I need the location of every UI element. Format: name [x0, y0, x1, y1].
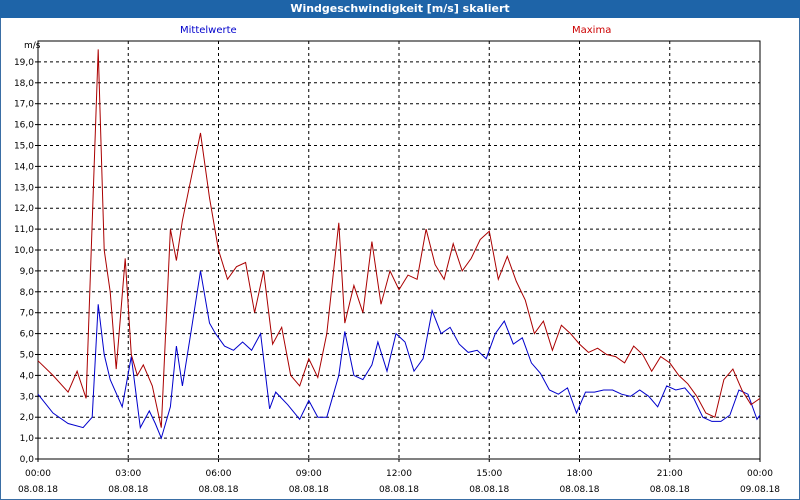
y-tick-label: 5,0	[20, 351, 35, 361]
x-tick-time: 21:00	[657, 469, 683, 479]
x-tick-time: 06:00	[206, 469, 232, 479]
y-tick-label: 15,0	[14, 142, 34, 152]
y-tick-label: 2,0	[20, 413, 35, 423]
y-tick-label: 8,0	[20, 288, 35, 298]
x-tick-date: 08.08.18	[379, 485, 419, 495]
y-tick-label: 7,0	[20, 309, 35, 319]
x-tick-date: 08.08.18	[108, 485, 148, 495]
x-tick-date: 08.08.18	[198, 485, 238, 495]
x-tick-time: 00:00	[747, 469, 773, 479]
y-tick-label: 17,0	[14, 100, 34, 110]
legend-maxima: Maxima	[572, 25, 612, 36]
x-tick-date: 09.08.18	[740, 485, 780, 495]
y-tick-label: 14,0	[14, 162, 34, 172]
x-tick-time: 12:00	[386, 469, 412, 479]
y-tick-label: 18,0	[14, 79, 34, 89]
y-tick-label: 4,0	[20, 371, 35, 381]
x-tick-time: 03:00	[115, 469, 141, 479]
grid	[38, 41, 760, 459]
x-tick-date: 08.08.18	[18, 485, 58, 495]
x-tick-date: 08.08.18	[650, 485, 690, 495]
y-tick-label: 16,0	[14, 121, 34, 131]
x-tick-time: 15:00	[476, 469, 502, 479]
x-tick-time: 09:00	[296, 469, 322, 479]
chart-title: Windgeschwindigkeit [m/s] skaliert	[0, 0, 800, 18]
y-tick-label: 9,0	[20, 267, 35, 277]
y-tick-label: 11,0	[14, 225, 34, 235]
x-tick-time: 18:00	[567, 469, 593, 479]
y-tick-label: 13,0	[14, 183, 34, 193]
y-tick-label: 1,0	[20, 434, 35, 444]
y-tick-label: 10,0	[14, 246, 34, 256]
y-tick-label: 0,0	[20, 455, 35, 465]
x-tick-date: 08.08.18	[289, 485, 329, 495]
series-mittelwerte-line	[37, 270, 761, 440]
legend-mittelwerte: Mittelwerte	[180, 25, 237, 36]
x-axis-ticks: 00:00 08.08.18 03:00 08.08.18 06:00 08.08.18 0…	[18, 459, 780, 495]
y-tick-label: 12,0	[14, 204, 34, 214]
y-tick-label: 3,0	[20, 392, 35, 402]
y-tick-label: 19,0	[14, 58, 34, 68]
x-tick-date: 08.08.18	[469, 485, 509, 495]
y-tick-label: 6,0	[20, 330, 35, 340]
series-lines	[37, 49, 761, 440]
series-maxima-line	[37, 49, 761, 428]
y-axis-ticks: 0,0 1,0 2,0 3,0 4,0 5,0 6,0 7,0 8,0 9,0 10,0 11,0 12…	[14, 58, 38, 465]
y-axis-unit: m/s	[24, 41, 41, 51]
x-tick-time: 00:00	[25, 469, 51, 479]
x-tick-date: 08.08.18	[559, 485, 599, 495]
